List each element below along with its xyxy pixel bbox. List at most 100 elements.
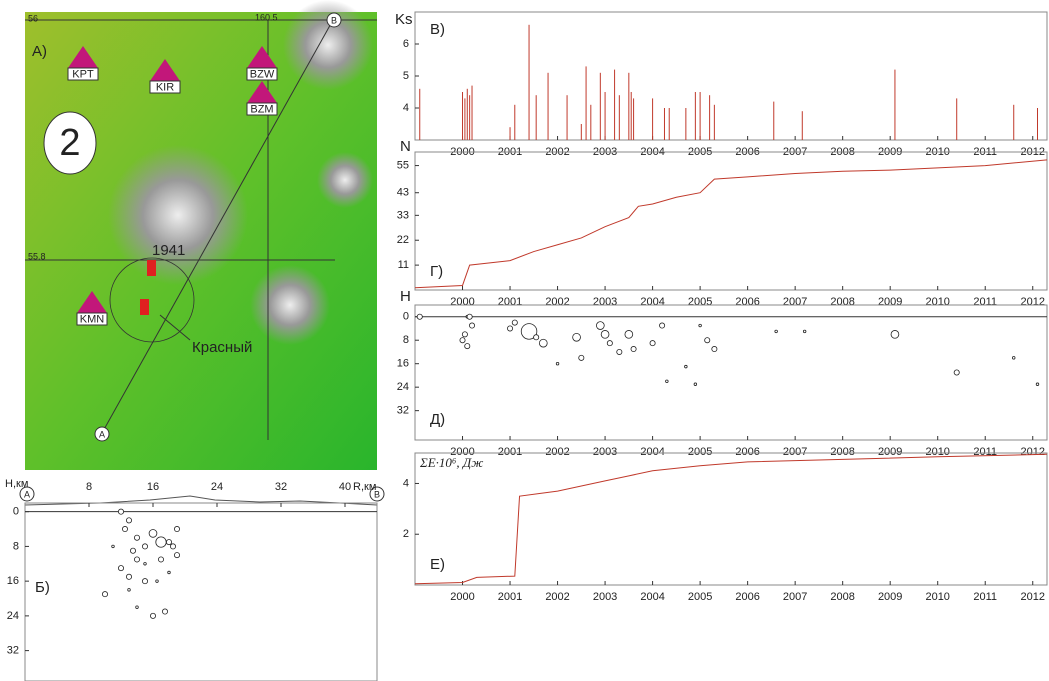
lon-label: 160.5 bbox=[255, 12, 278, 22]
y-tick-label: 2 bbox=[403, 528, 409, 540]
lat-label: 56 bbox=[28, 13, 38, 23]
event bbox=[625, 330, 633, 338]
eruption-site bbox=[140, 299, 149, 315]
x-tick-label: 2012 bbox=[1021, 296, 1045, 308]
x-tick-label: 2006 bbox=[735, 591, 759, 603]
x-tick-label: 2005 bbox=[688, 296, 712, 308]
x-tick-label: 16 bbox=[147, 481, 159, 493]
x-tick-label: 2007 bbox=[783, 591, 807, 603]
event bbox=[467, 314, 472, 319]
lat-label: 55.8 bbox=[28, 251, 46, 261]
x-tick-label: 2006 bbox=[735, 446, 759, 458]
y-tick-label: 24 bbox=[7, 610, 19, 622]
event bbox=[573, 333, 581, 341]
event bbox=[596, 322, 604, 330]
line bbox=[415, 454, 1047, 583]
event bbox=[166, 539, 171, 544]
line bbox=[415, 160, 1047, 288]
event bbox=[694, 383, 697, 386]
event bbox=[601, 330, 609, 338]
x-tick-label: 2008 bbox=[830, 446, 854, 458]
x-tick-label: 2008 bbox=[830, 296, 854, 308]
event bbox=[1012, 357, 1015, 360]
x-tick-label: 2010 bbox=[925, 591, 949, 603]
panel-label: Е) bbox=[430, 556, 445, 573]
event bbox=[162, 609, 167, 614]
y-tick-label: 24 bbox=[397, 381, 409, 393]
event bbox=[579, 355, 584, 360]
plot-frame bbox=[415, 305, 1047, 440]
y-tick-label: 16 bbox=[7, 575, 19, 587]
event bbox=[712, 346, 717, 351]
event bbox=[699, 324, 702, 327]
y-tick-label: 8 bbox=[13, 540, 19, 552]
event bbox=[534, 335, 539, 340]
event bbox=[156, 537, 166, 547]
event bbox=[149, 529, 157, 537]
plot-frame bbox=[415, 453, 1047, 585]
event bbox=[102, 592, 107, 597]
event bbox=[150, 613, 155, 618]
plot-frame bbox=[415, 12, 1047, 140]
event bbox=[128, 589, 131, 592]
x-tick-label: 2003 bbox=[593, 446, 617, 458]
x-tick-label: 8 bbox=[86, 481, 92, 493]
event bbox=[158, 557, 163, 562]
event bbox=[685, 365, 688, 368]
event bbox=[954, 370, 959, 375]
x-tick-label: 2002 bbox=[545, 591, 569, 603]
x-tick-label: 2003 bbox=[593, 296, 617, 308]
map-number: 2 bbox=[59, 122, 80, 164]
event bbox=[465, 343, 470, 348]
x-tick-label: 32 bbox=[275, 481, 287, 493]
map: 56 55.8 160.5 А) 2 1941 Красный KPTKIRBZ… bbox=[25, 0, 377, 470]
panel-label: А) bbox=[32, 43, 47, 60]
y-tick-label: 33 bbox=[397, 209, 409, 221]
event bbox=[462, 332, 467, 337]
event bbox=[775, 330, 778, 333]
x-tick-label: 2009 bbox=[878, 446, 902, 458]
event bbox=[460, 338, 465, 343]
y-axis-label: Ks bbox=[395, 11, 413, 28]
event bbox=[659, 323, 664, 328]
volcano-relief bbox=[283, 0, 373, 90]
event bbox=[469, 323, 474, 328]
x-tick-label: 2006 bbox=[735, 296, 759, 308]
y-tick-label: 32 bbox=[7, 645, 19, 657]
event bbox=[144, 562, 147, 565]
event bbox=[142, 579, 147, 584]
x-tick-label: 2007 bbox=[783, 446, 807, 458]
event bbox=[417, 314, 422, 319]
plot-frame bbox=[415, 152, 1047, 290]
y-axis-label: H bbox=[400, 288, 411, 305]
x-tick-label: 2010 bbox=[925, 296, 949, 308]
x-tick-label: 2004 bbox=[640, 591, 664, 603]
event bbox=[666, 380, 669, 383]
y-axis-label: ΣE·10⁶, Дж bbox=[419, 455, 483, 470]
y-tick-label: 4 bbox=[403, 102, 409, 114]
x-tick-label: 2005 bbox=[688, 591, 712, 603]
station-label: KIR bbox=[156, 81, 174, 93]
x-tick-label: 2011 bbox=[973, 296, 997, 308]
x-tick-label: 2001 bbox=[498, 446, 522, 458]
x-tick-label: 2001 bbox=[498, 591, 522, 603]
y-tick-label: 0 bbox=[13, 506, 19, 518]
event bbox=[539, 339, 547, 347]
point-label: A bbox=[24, 489, 30, 499]
event bbox=[631, 346, 636, 351]
event bbox=[118, 566, 123, 571]
y-tick-label: 4 bbox=[403, 477, 409, 489]
y-tick-label: 55 bbox=[397, 159, 409, 171]
event bbox=[122, 526, 127, 531]
event bbox=[891, 330, 899, 338]
volcano-label: Красный bbox=[192, 339, 252, 356]
x-tick-label: 2009 bbox=[878, 296, 902, 308]
x-tick-label: 2012 bbox=[1021, 446, 1045, 458]
y-tick-label: 11 bbox=[398, 259, 409, 271]
event bbox=[126, 574, 131, 579]
y-tick-label: 6 bbox=[403, 38, 409, 50]
event bbox=[617, 349, 622, 354]
event bbox=[156, 580, 159, 583]
event bbox=[174, 552, 179, 557]
event bbox=[607, 341, 612, 346]
